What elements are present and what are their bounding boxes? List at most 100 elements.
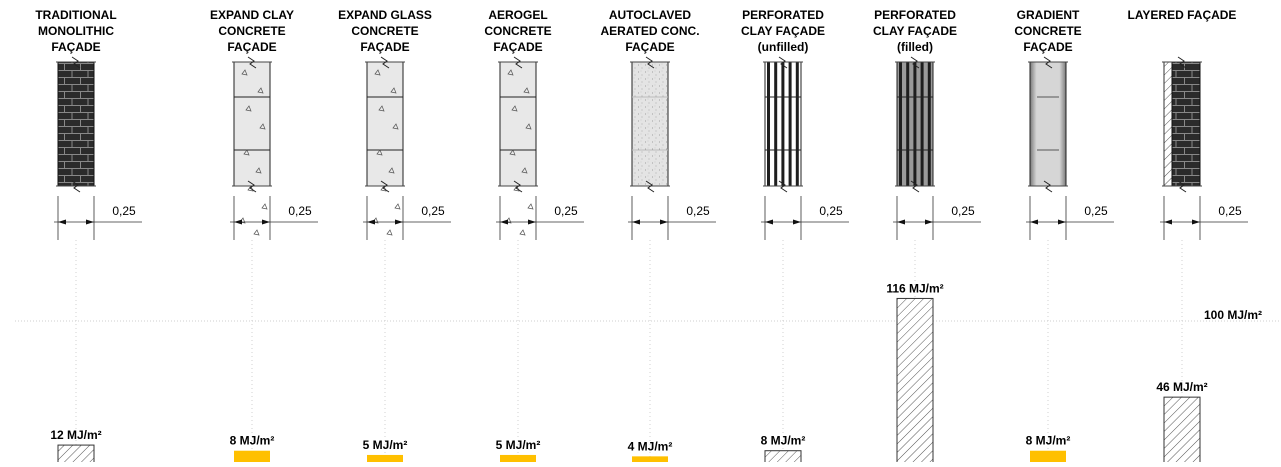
break-symbol [910,56,920,69]
aggregate-mark [245,105,252,112]
category-label: FAÇADE [51,40,100,54]
dimension-arrow [1192,219,1200,225]
bar-value-label: 8 MJ/m² [1026,434,1071,448]
bar-value-label: 46 MJ/m² [1156,380,1207,394]
clay-web [920,62,924,186]
facade-column: AEROGEL CONCRETE FAÇADE 0,25 5 MJ/m² [484,8,584,463]
category-label: AEROGEL [488,8,547,22]
dimension-arrow [58,219,66,225]
bar [57,444,95,464]
wall-insulation-layer [1163,61,1173,187]
bar [367,454,403,463]
category-label: AERATED CONC. [600,24,699,38]
facade-column: TRADITIONAL MONOLITHIC FAÇADE 0,25 12 MJ/m² [35,8,142,464]
aggregate-mark [261,203,268,210]
aggregate-mark [257,87,264,94]
dimension-arrow [765,219,773,225]
break-symbol [778,180,788,193]
wall-section-concrete-fine [498,56,538,236]
aggregate-mark [527,203,534,210]
wall-fill [631,61,669,187]
aggregate-mark [378,105,385,112]
wall-section-gradient [1028,56,1068,193]
thickness-dimension: 0,25 [893,196,981,240]
aggregate-mark [386,229,393,236]
aggregate-mark [394,203,401,210]
break-symbol [513,180,523,193]
bar [500,454,536,463]
dimension-value: 0,25 [554,204,578,218]
clay-web [913,62,917,186]
dimension-value: 0,25 [112,204,136,218]
dimension-arrow [632,219,640,225]
category-label: EXPAND GLASS [338,8,432,22]
category-label: CONCRETE [484,24,551,38]
dimension-value: 0,25 [288,204,312,218]
clay-web [906,62,910,186]
dimension-arrow [793,219,801,225]
bar-value-label: 5 MJ/m² [496,438,541,452]
clay-web [788,62,792,186]
aggregate-mark [259,123,266,130]
thickness-dimension: 0,25 [54,196,142,240]
thickness-dimension: 0,25 [230,196,318,240]
category-label: FAÇADE [227,40,276,54]
category-label: AUTOCLAVED [609,8,692,22]
category-label: CONCRETE [218,24,285,38]
bar [896,297,934,464]
aggregate-mark [255,167,262,174]
facade-column: EXPAND CLAY CONCRETE FAÇADE 0,25 8 MJ/m² [210,8,318,463]
wall-section-concrete-aggregate [232,56,272,236]
aggregate-mark [519,229,526,236]
wall-fill [366,61,404,187]
wall-fill [1029,61,1067,187]
category-label: (filled) [897,40,933,54]
category-label: GRADIENT [1017,8,1080,22]
break-symbol [513,56,523,69]
aggregate-mark [243,149,250,156]
break-symbol [645,180,655,193]
aggregate-mark [523,87,530,94]
bar [764,450,802,464]
dimension-value: 0,25 [1084,204,1108,218]
thickness-dimension: 0,25 [496,196,584,240]
aggregate-mark [253,229,260,236]
break-symbol [1177,56,1187,69]
bar-value-label: 12 MJ/m² [50,428,101,442]
break-symbol [645,56,655,69]
category-label: LAYERED FAÇADE [1128,8,1237,22]
category-label: FAÇADE [360,40,409,54]
bar [234,450,270,463]
wall-section-concrete-aggregate [365,56,405,236]
aggregate-mark [390,87,397,94]
aggregate-mark [374,69,381,76]
bar [1163,396,1201,464]
dimension-value: 0,25 [819,204,843,218]
dimension-arrow [262,219,270,225]
dimension-arrow [86,219,94,225]
dimension-arrow [367,219,375,225]
wall-fill [57,61,95,187]
thickness-dimension: 0,25 [1026,196,1114,240]
aggregate-mark [376,149,383,156]
thickness-dimension: 0,25 [1160,196,1248,240]
dimension-arrow [500,219,508,225]
category-label: CLAY FAÇADE [741,24,825,38]
wall-section-brick-dark [56,56,96,193]
category-label: TRADITIONAL [35,8,116,22]
dimension-value: 0,25 [686,204,710,218]
dimension-arrow [660,219,668,225]
break-symbol [247,56,257,69]
aggregate-mark [525,123,532,130]
dimension-arrow [1030,219,1038,225]
aggregate-mark [511,105,518,112]
break-symbol [247,180,257,193]
category-label: CLAY FAÇADE [873,24,957,38]
break-symbol [910,180,920,193]
bar-value-label: 8 MJ/m² [230,434,275,448]
dimension-value: 0,25 [951,204,975,218]
bar [1030,450,1066,463]
category-label: CONCRETE [1014,24,1081,38]
